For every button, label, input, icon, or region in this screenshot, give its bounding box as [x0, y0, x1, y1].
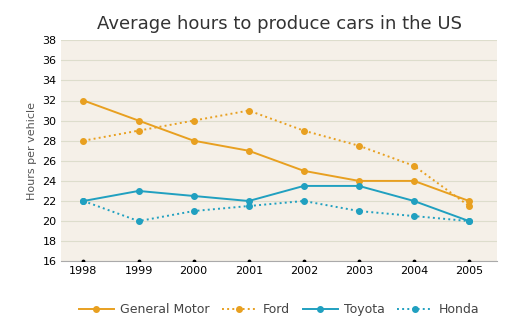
Legend: General Motor, Ford, Toyota, Honda: General Motor, Ford, Toyota, Honda	[74, 298, 484, 321]
Title: Average hours to produce cars in the US: Average hours to produce cars in the US	[97, 15, 461, 33]
Y-axis label: Hours per vehicle: Hours per vehicle	[27, 102, 37, 200]
